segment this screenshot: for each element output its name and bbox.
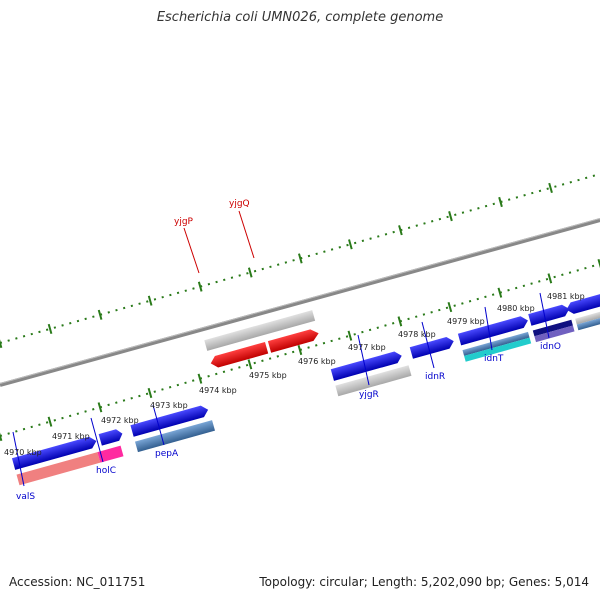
gene-label-valS[interactable]: valS — [16, 492, 35, 502]
gene-bar-yjgR[interactable] — [335, 365, 412, 397]
tick-mark — [498, 196, 503, 208]
feature-pepA-steel[interactable] — [134, 420, 216, 453]
outer-ticks — [0, 182, 553, 349]
cds-arrow-right[interactable] — [565, 280, 600, 316]
gene-label-idnR[interactable]: idnR — [425, 372, 445, 382]
feature-idnO-navy[interactable] — [532, 319, 573, 337]
feature-idnO-violet[interactable] — [534, 325, 575, 343]
tick-mark — [547, 273, 553, 284]
cds-arrow-idnR[interactable] — [409, 335, 456, 359]
tick-mark — [297, 344, 303, 356]
kbp-label: 4973 kbp — [150, 401, 188, 410]
feature-idnT-cyan[interactable] — [464, 337, 532, 362]
feature-right-steel[interactable] — [576, 302, 600, 331]
feature-valS-pink[interactable] — [16, 452, 101, 486]
kbp-label: 4981 kbp — [547, 292, 585, 301]
cds-arrow-yjgQ[interactable] — [267, 327, 320, 353]
cds-arrow-pepA[interactable] — [130, 404, 209, 437]
map-title: Escherichia coli UMN026, complete genome — [156, 10, 444, 25]
gene-bar-yjgP-yjgQ[interactable] — [204, 310, 316, 351]
tick-mark — [247, 359, 253, 370]
feature-tracks — [11, 280, 600, 486]
kbp-label: 4975 kbp — [249, 371, 287, 380]
tick-mark — [247, 267, 253, 278]
kbp-label: 4977 kbp — [348, 343, 386, 352]
tick-mark — [447, 301, 453, 313]
kbp-label: 4976 kbp — [298, 357, 336, 366]
kbp-label: 4971 kbp — [52, 432, 90, 441]
tick-mark — [47, 323, 53, 334]
tick-mark — [297, 253, 303, 264]
gene-leader-lines — [12, 210, 550, 487]
genome-backbone — [0, 218, 600, 387]
tick-mark — [97, 402, 103, 413]
tick-mark — [348, 239, 353, 250]
feature-idnT-steel[interactable] — [462, 331, 530, 356]
gene-label-holC[interactable]: holC — [96, 466, 116, 476]
kbp-label: 4972 kbp — [101, 416, 139, 425]
gene-labels: valS holC pepA yjgP yjgQ yjgR idnR idnT … — [16, 199, 561, 502]
tick-mark — [97, 309, 103, 320]
kbp-label: 4978 kbp — [398, 330, 436, 339]
kbp-label: 4974 kbp — [199, 386, 237, 395]
tick-mark — [448, 211, 453, 222]
tick-mark — [197, 373, 203, 384]
gene-label-yjgR[interactable]: yjgR — [359, 390, 379, 400]
kbp-label: 4979 kbp — [447, 317, 485, 326]
cds-arrow-idnT[interactable] — [457, 315, 530, 346]
tick-mark — [497, 287, 503, 298]
tick-mark — [197, 281, 203, 292]
cds-arrow-holC[interactable] — [98, 428, 124, 446]
tick-mark — [397, 316, 403, 327]
kbp-label: 4980 kbp — [497, 304, 535, 313]
tick-mark — [398, 225, 403, 236]
tick-mark — [0, 339, 3, 349]
tick-mark — [147, 295, 153, 306]
scale-ticks — [0, 258, 600, 442]
tick-mark — [347, 330, 353, 341]
gene-label-yjgP[interactable]: yjgP — [174, 217, 194, 227]
cds-arrow-yjgR[interactable] — [330, 350, 404, 381]
tick-mark — [548, 182, 553, 194]
gene-label-idnO[interactable]: idnO — [540, 342, 561, 352]
cds-arrow-idnO[interactable] — [528, 303, 571, 326]
gene-label-yjgQ[interactable]: yjgQ — [229, 199, 250, 209]
scale-labels: 4970 kbp 4971 kbp 4972 kbp 4973 kbp 4974… — [4, 292, 585, 457]
kbp-label: 4970 kbp — [4, 448, 42, 457]
accession-text: Accession: NC_011751 — [9, 575, 146, 589]
gene-bar-right[interactable] — [575, 297, 600, 325]
feature-holC-magenta[interactable] — [97, 445, 124, 463]
tick-mark — [147, 387, 153, 399]
cds-arrow-valS[interactable] — [11, 435, 98, 470]
gene-label-idnT[interactable]: idnT — [484, 354, 504, 364]
tick-mark — [0, 432, 3, 442]
gene-label-pepA[interactable]: pepA — [155, 449, 179, 459]
cds-arrow-yjgP[interactable] — [209, 341, 269, 369]
genome-summary: Topology: circular; Length: 5,202,090 bp… — [259, 575, 589, 589]
tick-mark — [47, 416, 53, 427]
